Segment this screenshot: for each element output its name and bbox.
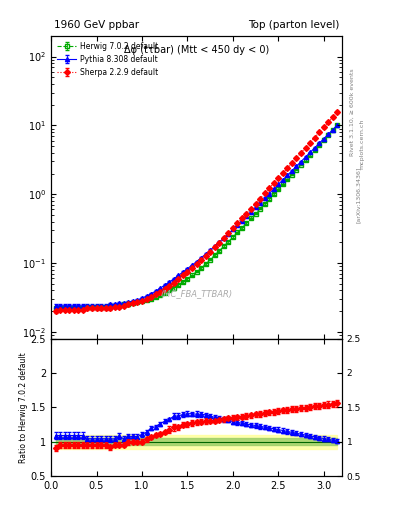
Legend: Herwig 7.0.2 default, Pythia 8.308 default, Sherpa 2.2.9 default: Herwig 7.0.2 default, Pythia 8.308 defau… xyxy=(55,39,161,79)
Text: (MC_FBA_TTBAR): (MC_FBA_TTBAR) xyxy=(160,289,233,297)
Text: Rivet 3.1.10, ≥ 600k events: Rivet 3.1.10, ≥ 600k events xyxy=(350,69,355,157)
Text: Δφ (tτbar) (Mtt < 450 dy < 0): Δφ (tτbar) (Mtt < 450 dy < 0) xyxy=(124,45,269,55)
Text: [arXiv:1306.3436]: [arXiv:1306.3436] xyxy=(356,166,361,223)
Text: 1960 GeV ppbar: 1960 GeV ppbar xyxy=(54,20,139,30)
Y-axis label: Ratio to Herwig 7.0.2 default: Ratio to Herwig 7.0.2 default xyxy=(19,352,28,463)
Text: Top (parton level): Top (parton level) xyxy=(248,20,339,30)
Text: mcplots.cern.ch: mcplots.cern.ch xyxy=(360,118,365,168)
